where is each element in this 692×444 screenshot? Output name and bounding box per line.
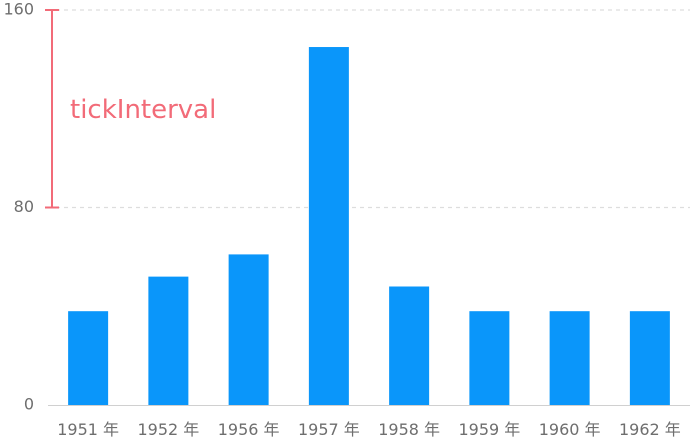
grid-lines — [48, 9, 690, 209]
tick-interval-annotation: tickInterval — [45, 9, 216, 209]
x-tick-label-1: 1951 年 — [57, 420, 119, 439]
y-tick-label-80: 80 — [14, 197, 34, 216]
x-tick-label-6: 1959 年 — [458, 420, 520, 439]
x-tick-labels: 1951 年 1952 年 1956 年 1957 年 1958 年 1959 年 1960… — [57, 420, 681, 439]
x-tick-label-7: 1960 年 — [539, 420, 601, 439]
y-tick-label-0: 0 — [24, 395, 34, 414]
bar-8 — [629, 311, 670, 405]
x-tick-label-2: 1952 年 — [137, 420, 199, 439]
x-tick-label-4: 1957 年 — [298, 420, 360, 439]
y-tick-label-160: 160 — [3, 0, 34, 19]
annotation-label: tickInterval — [70, 95, 216, 125]
bar-3 — [228, 254, 269, 405]
y-tick-labels: 0 80 160 — [3, 0, 34, 414]
bar-7 — [549, 311, 590, 405]
x-tick-label-5: 1958 年 — [378, 420, 440, 439]
bar-1 — [68, 311, 109, 405]
bar-6 — [469, 311, 510, 405]
bar-5 — [389, 286, 430, 405]
bar-2 — [148, 276, 189, 405]
bars — [68, 47, 670, 405]
bar-4 — [308, 47, 349, 405]
x-tick-label-8: 1962 年 — [619, 420, 681, 439]
x-tick-label-3: 1956 年 — [218, 420, 280, 439]
